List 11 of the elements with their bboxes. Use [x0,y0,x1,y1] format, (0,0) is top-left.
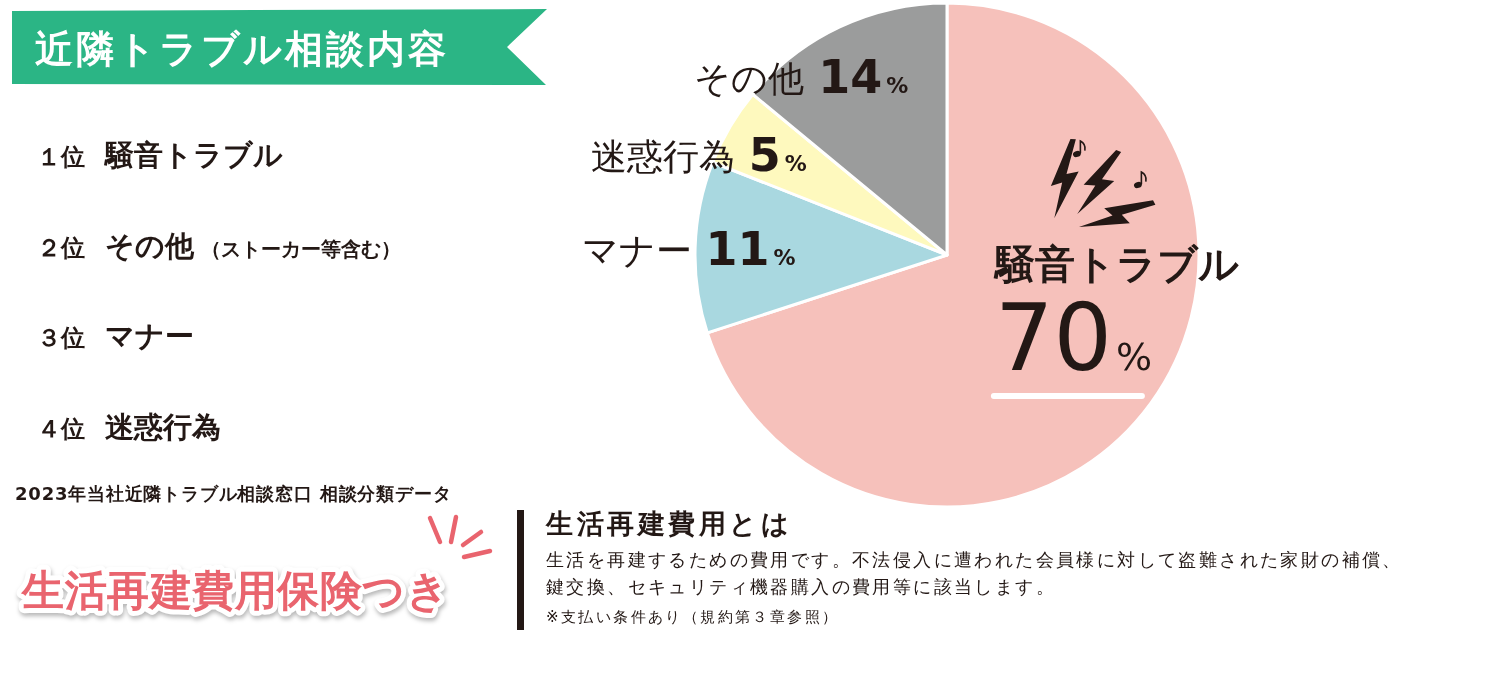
annotation: 生活を再建するための費用です。不法侵入に遭われた会員様に対して盗難された家財の補償、 [546,550,1403,570]
annotation: ２位 その他 （ストーカー等含む） [37,229,402,263]
annotation: ３位 マナー [37,319,195,353]
annotation: 生活再建費用とは [546,508,792,539]
annotation: ４位 迷惑行為 [37,410,222,444]
annotation: １位 騒音トラブル [37,138,284,172]
annotation: ※支払い条件あり（規約第３章参照） [546,608,840,626]
annotation: 生活再建費用保険つき [22,566,449,615]
annotation: 鍵交換、セキュリティ機器購入の費用等に該当します。 [546,577,1056,597]
title: 近隣トラブル相談内容 [35,27,449,71]
annotation: 2023年当社近隣トラブル相談窓口 相談分類データ [15,483,452,504]
